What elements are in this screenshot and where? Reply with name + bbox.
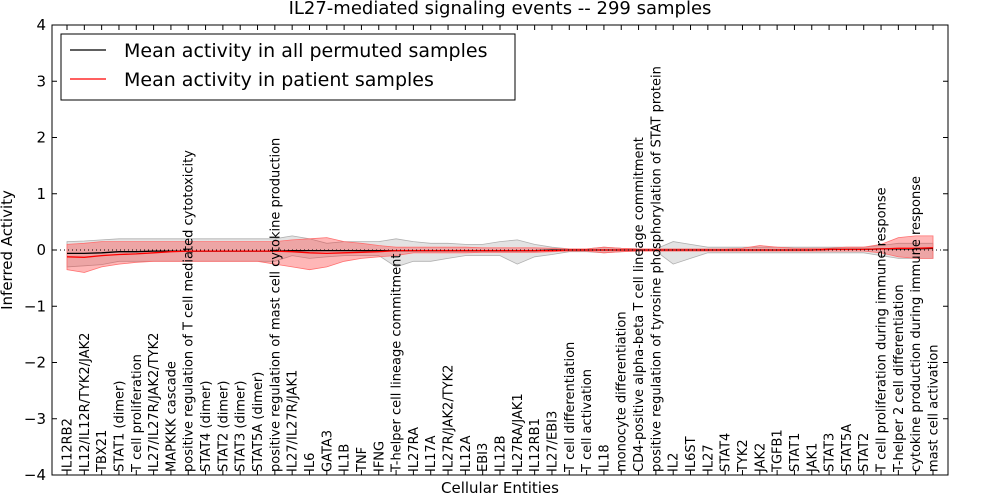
x-tick-label: IL27/EBI3 xyxy=(545,411,560,472)
y-tick-label: 0 xyxy=(36,241,46,259)
confidence-bands xyxy=(66,235,934,273)
x-tick-label: STAT4 (dimer) xyxy=(199,381,214,472)
x-tick-label: IL6ST xyxy=(684,436,699,472)
x-tick-label: T cell differentiation xyxy=(563,342,578,473)
legend-label-permuted: Mean activity in all permuted samples xyxy=(124,40,487,62)
x-tick-label: STAT4 xyxy=(719,433,734,472)
y-tick-label: 4 xyxy=(36,16,46,34)
x-tick-label: STAT1 xyxy=(788,433,803,472)
chart-title: IL27-mediated signaling events -- 299 sa… xyxy=(289,0,712,19)
x-tick-label: IL27RA/JAK1 xyxy=(511,393,526,472)
y-tick-label: 3 xyxy=(36,72,46,90)
x-tick-label: IL27/IL27R/JAK2/TYK2 xyxy=(147,333,162,472)
x-tick-label: IL17A xyxy=(424,435,439,472)
x-tick-label: T-helper 2 cell differentiation xyxy=(892,284,907,473)
x-tick-label: cytokine production during immune respon… xyxy=(909,176,924,472)
x-tick-label: T cell activation xyxy=(580,369,595,473)
y-tick-label: 1 xyxy=(36,185,46,203)
band-patient xyxy=(66,235,934,273)
x-tick-label: mast cell activation xyxy=(927,344,942,472)
x-tick-label: JAK1 xyxy=(805,443,820,473)
y-axis-label: Inferred Activity xyxy=(0,190,16,310)
x-tick-label: IL6 xyxy=(303,453,318,472)
x-tick-label: JAK2 xyxy=(753,443,768,473)
x-tick-label: IL12/IL12R/TYK2/JAK2 xyxy=(78,333,93,472)
x-axis-label: Cellular Entities xyxy=(441,479,559,497)
x-tick-label: STAT2 xyxy=(857,433,872,472)
x-tick-label: positive regulation of tyrosine phosphor… xyxy=(649,66,664,472)
x-tick-label: T cell proliferation during immune respo… xyxy=(875,187,890,473)
y-tick-label: 2 xyxy=(36,129,46,147)
x-tick-label: IL12RB1 xyxy=(528,418,543,472)
x-tick-label: GATA3 xyxy=(320,430,335,472)
legend-label-patient: Mean activity in patient samples xyxy=(124,69,434,91)
y-tick-label: −4 xyxy=(24,466,46,484)
x-tick-label: STAT3 (dimer) xyxy=(234,381,249,472)
x-tick-label: STAT2 (dimer) xyxy=(216,381,231,472)
y-tick-label: −2 xyxy=(24,354,46,372)
y-tick-label: −3 xyxy=(24,410,46,428)
x-tick-label: IL27R/JAK2/TYK2 xyxy=(442,365,457,472)
x-tick-label: TGFB1 xyxy=(771,429,786,473)
x-tick-label: TNF xyxy=(355,447,370,473)
x-tick-label: MAPKKK cascade xyxy=(164,361,179,472)
y-ticks: −4 −3 −2 −1 0 1 2 3 4 xyxy=(24,16,948,484)
legend-box xyxy=(60,33,516,101)
x-tick-label: IL1B xyxy=(338,444,353,472)
x-tick-label: IL12A xyxy=(459,435,474,472)
x-tick-label: IL27RA xyxy=(407,427,422,472)
x-tick-label: positive regulation of T cell mediated c… xyxy=(182,150,197,472)
x-tick-label: T-helper cell lineage commitment xyxy=(390,254,405,473)
x-tick-label: CD4-positive alpha-beta T cell lineage c… xyxy=(632,137,647,472)
x-ticks: IL12RB2 IL12/IL12R/TYK2/JAK2 TBX21 STAT1 (d… xyxy=(61,25,942,475)
y-tick-label: −1 xyxy=(24,297,46,315)
x-tick-label: STAT3 xyxy=(823,433,838,472)
x-tick-label: STAT5A (dimer) xyxy=(251,372,266,472)
x-tick-label: TYK2 xyxy=(736,439,751,473)
x-tick-label: TBX21 xyxy=(95,430,110,473)
x-tick-label: IL27/IL27R/JAK1 xyxy=(286,370,301,472)
x-tick-label: T cell proliferation xyxy=(130,354,145,473)
x-tick-label: STAT5A xyxy=(840,424,855,472)
legend: Mean activity in all permuted samples Me… xyxy=(60,33,516,101)
x-tick-label: positive regulation of mast cell cytokin… xyxy=(268,138,283,472)
x-tick-label: STAT1 (dimer) xyxy=(112,381,127,472)
x-tick-label: IL12B xyxy=(494,435,509,472)
x-tick-label: IL27 xyxy=(701,444,716,472)
x-tick-label: EBI3 xyxy=(476,443,491,472)
x-tick-label: IL12RB2 xyxy=(61,418,76,472)
x-tick-label: monocyte differentiation xyxy=(615,311,630,472)
x-tick-label: IL2 xyxy=(667,453,682,472)
x-tick-label: IFNG xyxy=(372,441,387,472)
x-tick-label: IL18 xyxy=(597,444,612,472)
